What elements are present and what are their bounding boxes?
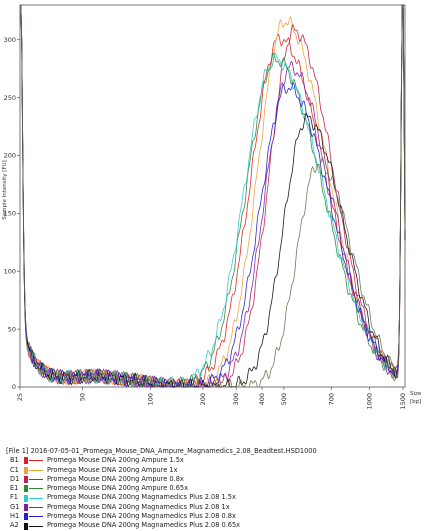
x-tick-label: 400 [258,393,266,405]
legend-label: Promega Mouse DNA 200ng Ampure 1.5x [47,456,184,465]
legend-line [29,479,43,481]
trace-a2 [20,4,406,388]
legend-item: H1 Promega Mouse DNA 200ng Magnamedics Pl… [6,512,426,521]
plot-frame [19,4,406,388]
x-tick-label: 100 [146,393,154,405]
y-tick-label: 300 [4,36,16,44]
legend-item: G1 Promega Mouse DNA 200ng Magnamedics Pl… [6,503,426,512]
x-tick-label: 700 [327,393,335,405]
y-tick-label: 150 [4,210,16,218]
legend-line [29,469,43,471]
y-axis-ticks: 0 50 100 150 200 250 300 [4,36,20,391]
y-tick-label: 50 [8,325,16,333]
trace-c1 [20,4,406,388]
legend: [File 1] 2016-07-05-01_Promega_Mouse_DNA… [6,447,426,531]
y-tick-label: 200 [4,152,16,160]
trace-h1 [20,3,406,388]
legend-label: Promega Mouse DNA 200ng Magnamedics Plus… [47,502,230,511]
x-axis-label: Size [410,391,422,397]
trace-g1 [20,4,406,388]
legend-title: [File 1] 2016-07-05-01_Promega_Mouse_DNA… [6,447,317,455]
legend-item: D1 Promega Mouse DNA 200ng Ampure 0.8x [6,475,426,484]
legend-item: E1 Promega Mouse DNA 200ng Ampure 0.65x [6,484,426,493]
x-tick-label: 200 [199,393,207,405]
legend-item: A2 Promega Mouse DNA 200ng Magnamedics Pl… [6,521,426,530]
x-tick-label: 500 [280,393,288,405]
legend-label: Promega Mouse DNA 200ng Ampure 0.8x [47,474,184,483]
legend-swatch [24,503,28,511]
legend-well: B1 [10,456,19,465]
legend-swatch [24,476,28,484]
legend-well: F1 [10,493,18,502]
legend-swatch [24,457,28,465]
legend-label: Promega Mouse DNA 200ng Ampure 1x [47,465,178,474]
legend-swatch [24,513,28,521]
x-tick-label: 25 [16,393,24,401]
legend-line [29,516,43,518]
trace-unlabeled [20,4,406,388]
legend-line [29,488,43,490]
legend-item: F1 Promega Mouse DNA 200ng Magnamedics Pl… [6,493,426,502]
legend-label: Promega Mouse DNA 200ng Ampure 0.65x [47,484,189,493]
x-axis-ticks: 25 50 100 200 300 400 500 700 1000 1500 [16,387,407,410]
trace-d1 [20,4,406,388]
legend-swatch [24,466,28,474]
x-tick-label: 50 [79,393,87,401]
legend-swatch [24,522,28,530]
x-tick-label: 1500 [399,393,407,410]
x-tick-label: 1000 [366,393,374,410]
y-tick-label: 100 [4,267,16,275]
y-axis-label: Sample Intensity [FU] [2,160,8,220]
legend-swatch [24,485,28,493]
legend-well: D1 [10,474,20,483]
y-tick-label: 250 [4,94,16,102]
legend-well: C1 [10,465,19,474]
legend-label: Promega Mouse DNA 200ng Magnamedics Plus… [47,512,236,521]
series-traces [20,3,406,388]
plot-area-border [19,4,406,388]
legend-item: B1 Promega Mouse DNA 200ng Ampure 1.5x [6,456,426,465]
legend-well: G1 [10,502,20,511]
legend-item: C1 Promega Mouse DNA 200ng Ampure 1x [6,466,426,475]
trace-f1 [20,4,406,388]
trace-e1 [20,4,406,388]
x-axis-unit: [bp] [410,399,421,405]
legend-line [29,506,43,508]
legend-label: Promega Mouse DNA 200ng Magnamedics Plus… [47,493,236,502]
legend-line [29,460,43,462]
legend-swatch [24,494,28,502]
legend-label: Promega Mouse DNA 200ng Magnamedics Plus… [47,521,241,530]
trace-b1 [20,4,406,388]
legend-well: H1 [10,512,20,521]
legend-well: E1 [10,484,19,493]
x-tick-label: 300 [232,393,240,405]
legend-line [29,497,43,499]
legend-well: A2 [10,521,19,530]
legend-rows: B1 Promega Mouse DNA 200ng Ampure 1.5x C1 P… [6,456,426,530]
legend-line [29,525,43,527]
y-tick-label: 0 [12,383,16,391]
